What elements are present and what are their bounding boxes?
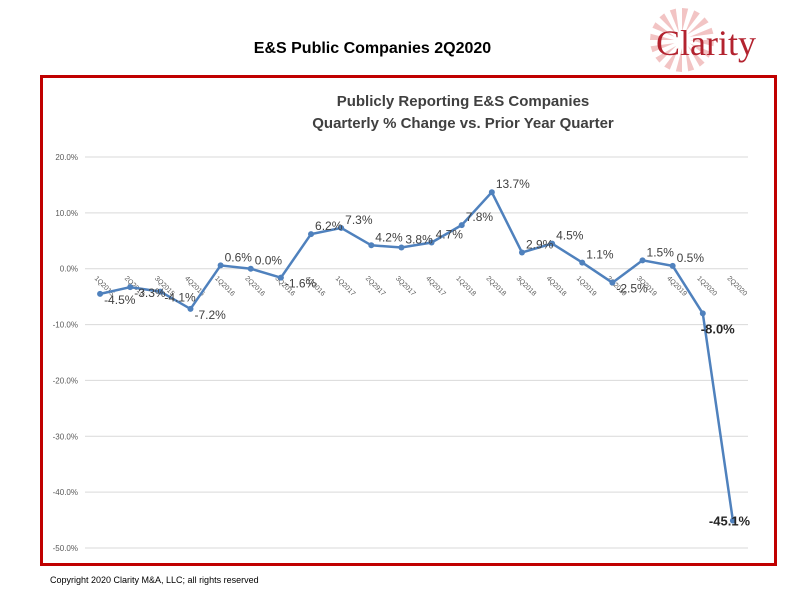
y-tick-label: -10.0% bbox=[53, 321, 78, 330]
logo-ray bbox=[650, 43, 675, 53]
x-tick-label: 2Q2018 bbox=[484, 275, 507, 298]
data-point bbox=[368, 242, 375, 249]
data-point bbox=[308, 231, 315, 238]
data-point bbox=[97, 290, 104, 297]
logo-ray bbox=[687, 45, 705, 67]
data-label: 4.5% bbox=[556, 229, 584, 243]
y-tick-label: 10.0% bbox=[55, 209, 78, 218]
data-point bbox=[639, 257, 646, 264]
chart-title-line-1: Publicly Reporting E&S Companies bbox=[337, 93, 590, 110]
y-tick-label: -40.0% bbox=[53, 488, 78, 497]
data-point bbox=[729, 517, 736, 524]
x-tick-label: 1Q2019 bbox=[575, 275, 598, 298]
data-point bbox=[458, 222, 465, 229]
logo-ray bbox=[690, 40, 714, 47]
logo-ray bbox=[682, 8, 689, 32]
data-point bbox=[549, 240, 556, 247]
data-point bbox=[187, 305, 194, 312]
data-label: 2.9% bbox=[526, 238, 554, 252]
data-point bbox=[277, 274, 284, 281]
logo-ray bbox=[652, 22, 675, 37]
y-tick-label: 20.0% bbox=[55, 153, 78, 162]
copyright-text: Copyright 2020 Clarity M&A, LLC; all rig… bbox=[50, 575, 259, 585]
clarity-logo: Clarity bbox=[640, 6, 790, 78]
data-point bbox=[669, 262, 676, 269]
sunburst-logo-icon: Clarity bbox=[650, 8, 756, 72]
x-tick-label: 1Q2017 bbox=[334, 275, 357, 298]
data-label: -8.0% bbox=[701, 321, 735, 336]
chart-frame bbox=[40, 75, 777, 566]
series-line bbox=[99, 190, 735, 521]
x-tick-label: 1Q2020 bbox=[695, 275, 718, 298]
logo-ray bbox=[655, 45, 677, 63]
data-point bbox=[157, 288, 164, 295]
y-tick-label: -30.0% bbox=[53, 432, 78, 441]
data-point bbox=[127, 284, 134, 291]
x-tick-label: 2Q2917 bbox=[364, 275, 387, 298]
x-tick-label: 1Q2018 bbox=[454, 275, 477, 298]
logo-ray bbox=[669, 8, 679, 33]
logo-ray bbox=[664, 47, 679, 70]
y-tick-label: -20.0% bbox=[53, 376, 78, 385]
data-point bbox=[518, 249, 525, 256]
data-label: -2.5% bbox=[616, 282, 648, 296]
data-label: 0.6% bbox=[225, 250, 253, 264]
data-label: 7.8% bbox=[466, 210, 494, 224]
data-point bbox=[338, 224, 345, 231]
x-tick-label: 3Q2018 bbox=[515, 275, 538, 298]
logo-ray bbox=[675, 48, 682, 72]
data-label: -45.1% bbox=[709, 514, 751, 529]
logo-ray bbox=[689, 43, 712, 58]
data-label: -4.5% bbox=[104, 293, 136, 307]
data-point bbox=[609, 279, 616, 286]
data-point bbox=[247, 265, 254, 272]
logo-ray bbox=[685, 47, 695, 72]
logo-ray bbox=[685, 10, 700, 33]
data-label: 1.5% bbox=[647, 245, 675, 259]
x-tick-label: 4Q2018 bbox=[545, 275, 568, 298]
data-label: 13.7% bbox=[496, 177, 530, 191]
data-point bbox=[217, 262, 224, 269]
data-label: 1.1% bbox=[586, 248, 614, 262]
logo-ray bbox=[659, 13, 677, 35]
logo-ray bbox=[650, 33, 674, 40]
data-point bbox=[398, 244, 405, 251]
data-label: 4.2% bbox=[375, 230, 403, 244]
logo-wordmark: Clarity bbox=[656, 23, 756, 63]
data-label: 7.3% bbox=[345, 213, 373, 227]
x-tick-label: 1Q2016 bbox=[213, 275, 236, 298]
x-tick-label: 2Q2020 bbox=[726, 275, 749, 298]
x-tick-label: 3Q2017 bbox=[394, 275, 417, 298]
data-label: -4.1% bbox=[164, 291, 196, 305]
data-label: 0.0% bbox=[255, 254, 283, 268]
slide-title: E&S Public Companies 2Q2020 bbox=[253, 40, 492, 57]
data-point bbox=[488, 189, 495, 196]
y-tick-label: 0.0% bbox=[60, 265, 78, 274]
x-tick-label: 2Q2016 bbox=[243, 275, 266, 298]
data-label: -1.6% bbox=[285, 277, 317, 291]
data-label: 4.7% bbox=[436, 227, 464, 241]
data-point bbox=[699, 310, 706, 317]
data-label: 3.8% bbox=[405, 232, 433, 246]
y-tick-label: -50.0% bbox=[53, 544, 78, 553]
data-label: 6.2% bbox=[315, 219, 343, 233]
data-label: 0.5% bbox=[677, 251, 705, 265]
x-tick-label: 4Q2017 bbox=[424, 275, 447, 298]
data-point bbox=[579, 259, 586, 266]
data-label: -7.2% bbox=[194, 308, 226, 322]
logo-ray bbox=[687, 17, 709, 35]
logo-ray bbox=[689, 27, 714, 37]
chart-title-line-2: Quarterly % Change vs. Prior Year Quarte… bbox=[312, 115, 614, 132]
data-label: -3.3% bbox=[134, 286, 166, 300]
data-point bbox=[428, 239, 435, 246]
